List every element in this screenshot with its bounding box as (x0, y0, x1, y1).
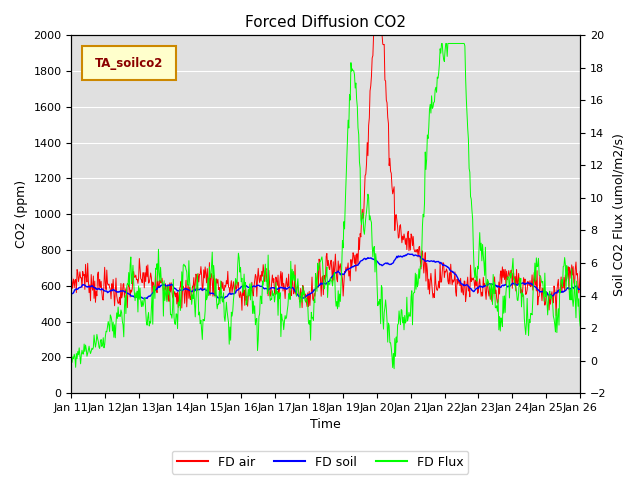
Title: Forced Diffusion CO2: Forced Diffusion CO2 (245, 15, 406, 30)
X-axis label: Time: Time (310, 419, 341, 432)
Y-axis label: Soil CO2 Flux (umol/m2/s): Soil CO2 Flux (umol/m2/s) (612, 133, 625, 296)
Text: TA_soilco2: TA_soilco2 (95, 57, 163, 70)
Legend: FD air, FD soil, FD Flux: FD air, FD soil, FD Flux (172, 451, 468, 474)
FancyBboxPatch shape (81, 46, 176, 80)
Y-axis label: CO2 (ppm): CO2 (ppm) (15, 180, 28, 248)
